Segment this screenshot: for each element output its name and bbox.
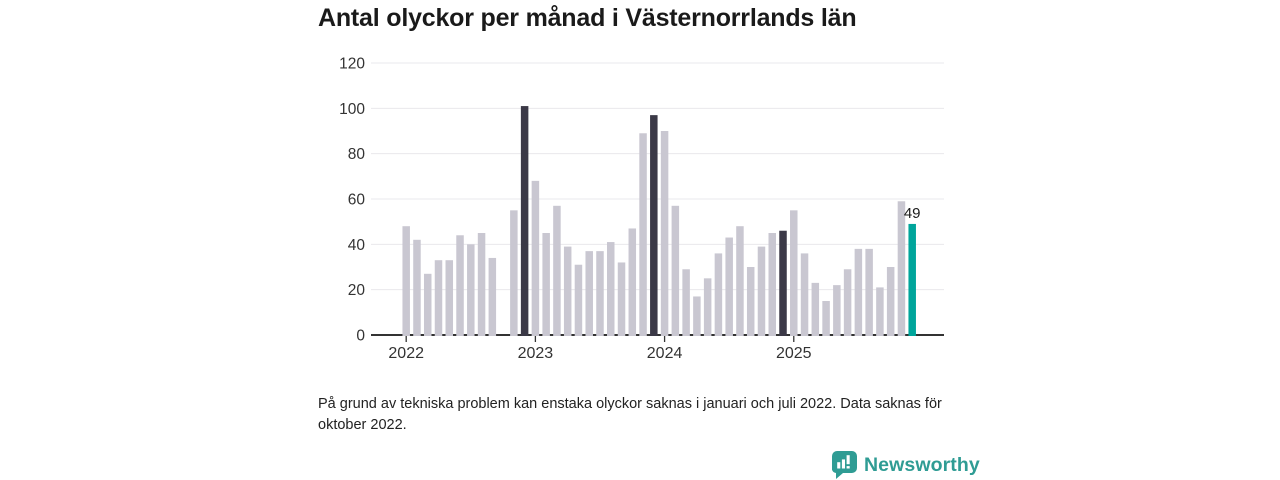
bar-2023-12 xyxy=(650,115,658,336)
bar-2025-06 xyxy=(843,269,852,336)
bar-2025-09 xyxy=(876,287,884,336)
bar-2022-07 xyxy=(467,244,475,336)
bar-2022-12 xyxy=(520,106,529,336)
bar-2023-10 xyxy=(628,228,637,336)
y-tick-label-40: 40 xyxy=(348,237,366,254)
newsworthy-chart-bubble-icon xyxy=(832,451,857,479)
bar-2024-05 xyxy=(703,278,712,336)
bar-2024-12 xyxy=(779,230,787,336)
bar-2023-09 xyxy=(617,262,626,336)
newsworthy-logo: Newsworthy xyxy=(832,451,980,479)
bar-2024-08 xyxy=(736,226,744,336)
bar-2022-02 xyxy=(413,239,421,336)
bar-2023-06 xyxy=(585,251,593,336)
bar-2023-08 xyxy=(607,242,615,336)
bar-2022-03 xyxy=(423,273,432,336)
bar-2023-02 xyxy=(542,233,550,336)
bar-2024-09 xyxy=(746,267,755,336)
bar-2025-03 xyxy=(811,282,820,336)
bar-2022-08 xyxy=(477,233,486,336)
x-tick-label-2025: 2025 xyxy=(776,345,812,362)
bar-2024-11 xyxy=(768,233,776,336)
bar-2023-11 xyxy=(639,133,647,336)
bar-2023-01 xyxy=(531,180,540,336)
y-tick-label-20: 20 xyxy=(348,282,366,299)
bar-2022-09 xyxy=(488,257,497,336)
x-tick-label-2022: 2022 xyxy=(388,345,424,362)
newsworthy-logo-text: Newsworthy xyxy=(864,453,980,476)
chart-title: Antal olyckor per månad i Västernorrland… xyxy=(318,4,857,32)
bar-2022-04 xyxy=(434,260,443,336)
bar-2025-01 xyxy=(790,210,798,336)
bar-2024-07 xyxy=(725,237,733,336)
y-tick-label-80: 80 xyxy=(348,146,366,163)
y-tick-label-60: 60 xyxy=(348,191,366,208)
bar-2022-01 xyxy=(402,226,410,336)
chart-footnote: På grund av tekniska problem kan enstaka… xyxy=(318,396,942,434)
bar-2025-05 xyxy=(833,285,841,336)
bar-2023-04 xyxy=(563,246,572,336)
bar-2024-06 xyxy=(714,253,723,336)
y-tick-label-100: 100 xyxy=(339,101,365,118)
bar-2023-07 xyxy=(596,251,604,336)
bar-2025-02 xyxy=(800,253,809,336)
bar-2022-06 xyxy=(456,235,464,336)
bar-2023-05 xyxy=(574,264,583,336)
latest-value-label: 49 xyxy=(904,205,921,222)
bar-2025-04 xyxy=(822,301,830,336)
y-tick-label-0: 0 xyxy=(356,327,365,344)
bar-2024-04 xyxy=(693,296,701,336)
bar-2024-03 xyxy=(682,269,690,336)
y-tick-label-120: 120 xyxy=(339,55,365,72)
bar-2025-10 xyxy=(886,267,895,336)
x-tick-label-2024: 2024 xyxy=(647,345,683,362)
bar-2022-11 xyxy=(510,210,518,336)
bar-2025-11 xyxy=(897,201,906,336)
x-tick-label-2023: 2023 xyxy=(518,345,554,362)
bar-2023-03 xyxy=(553,205,561,336)
bar-2024-01 xyxy=(660,131,669,336)
bar-2024-02 xyxy=(671,205,680,336)
bar-2024-10 xyxy=(757,246,766,336)
bar-2025-12 xyxy=(908,223,916,336)
bar-2025-08 xyxy=(865,248,873,336)
bar-2025-07 xyxy=(854,248,863,336)
bar-2022-05 xyxy=(445,260,454,336)
